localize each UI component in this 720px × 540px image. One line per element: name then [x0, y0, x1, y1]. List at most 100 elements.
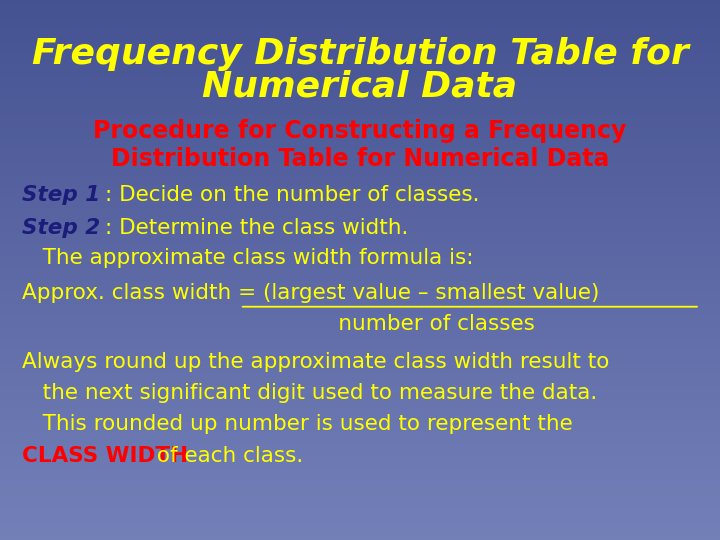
- Bar: [0, 4, 720, 6]
- Text: Frequency Distribution Table for: Frequency Distribution Table for: [32, 37, 688, 71]
- Bar: [0, 102, 720, 103]
- Bar: [0, 184, 720, 186]
- Bar: [0, 135, 720, 137]
- Bar: [0, 422, 720, 424]
- Bar: [0, 258, 720, 259]
- Bar: [0, 447, 720, 449]
- Bar: [0, 338, 720, 340]
- Bar: [0, 190, 720, 192]
- Bar: [0, 536, 720, 538]
- Bar: [0, 354, 720, 356]
- Bar: [0, 479, 720, 481]
- Bar: [0, 507, 720, 508]
- Bar: [0, 407, 720, 409]
- Bar: [0, 403, 720, 405]
- Bar: [0, 373, 720, 375]
- Bar: [0, 15, 720, 17]
- Bar: [0, 327, 720, 329]
- Bar: [0, 428, 720, 430]
- Bar: [0, 33, 720, 36]
- Bar: [0, 508, 720, 510]
- Bar: [0, 171, 720, 173]
- Bar: [0, 512, 720, 515]
- Text: : Determine the class width.: : Determine the class width.: [105, 218, 408, 238]
- Text: of each class.: of each class.: [150, 446, 303, 467]
- Bar: [0, 99, 720, 102]
- Bar: [0, 65, 720, 68]
- Bar: [0, 240, 720, 242]
- Bar: [0, 202, 720, 205]
- Text: Step 1: Step 1: [22, 185, 100, 206]
- Bar: [0, 420, 720, 422]
- Bar: [0, 268, 720, 270]
- Bar: [0, 462, 720, 464]
- Bar: [0, 25, 720, 28]
- Bar: [0, 401, 720, 403]
- Bar: [0, 261, 720, 264]
- Bar: [0, 489, 720, 491]
- Bar: [0, 78, 720, 80]
- Bar: [0, 32, 720, 33]
- Bar: [0, 416, 720, 417]
- Bar: [0, 219, 720, 221]
- Bar: [0, 487, 720, 489]
- Bar: [0, 224, 720, 226]
- Bar: [0, 464, 720, 466]
- Bar: [0, 394, 720, 396]
- Bar: [0, 53, 720, 55]
- Bar: [0, 237, 720, 238]
- Bar: [0, 289, 720, 291]
- Bar: [0, 107, 720, 110]
- Bar: [0, 438, 720, 441]
- Bar: [0, 61, 720, 63]
- Bar: [0, 74, 720, 76]
- Bar: [0, 504, 720, 507]
- Bar: [0, 449, 720, 451]
- Bar: [0, 430, 720, 433]
- Bar: [0, 70, 720, 72]
- Bar: [0, 303, 720, 306]
- Text: CLASS WIDTH: CLASS WIDTH: [22, 446, 188, 467]
- Bar: [0, 186, 720, 188]
- Bar: [0, 46, 720, 49]
- Bar: [0, 146, 720, 147]
- Bar: [0, 517, 720, 519]
- Bar: [0, 264, 720, 266]
- Bar: [0, 295, 720, 298]
- Bar: [0, 409, 720, 411]
- Bar: [0, 346, 720, 348]
- Bar: [0, 168, 720, 171]
- Bar: [0, 367, 720, 369]
- Bar: [0, 103, 720, 105]
- Bar: [0, 251, 720, 253]
- Bar: [0, 188, 720, 190]
- Bar: [0, 314, 720, 316]
- Bar: [0, 266, 720, 268]
- Bar: [0, 147, 720, 150]
- Bar: [0, 390, 720, 393]
- Bar: [0, 348, 720, 350]
- Bar: [0, 17, 720, 19]
- Bar: [0, 253, 720, 255]
- Bar: [0, 310, 720, 312]
- Bar: [0, 321, 720, 323]
- Bar: [0, 160, 720, 163]
- Bar: [0, 80, 720, 82]
- Bar: [0, 435, 720, 437]
- Bar: [0, 2, 720, 4]
- Bar: [0, 137, 720, 139]
- Text: The approximate class width formula is:: The approximate class width formula is:: [22, 248, 473, 268]
- Bar: [0, 209, 720, 211]
- Bar: [0, 173, 720, 175]
- Bar: [0, 139, 720, 141]
- Bar: [0, 388, 720, 390]
- Bar: [0, 333, 720, 335]
- Bar: [0, 196, 720, 198]
- Bar: [0, 57, 720, 59]
- Bar: [0, 179, 720, 181]
- Bar: [0, 458, 720, 460]
- Bar: [0, 110, 720, 112]
- Bar: [0, 393, 720, 394]
- Bar: [0, 144, 720, 146]
- Bar: [0, 167, 720, 168]
